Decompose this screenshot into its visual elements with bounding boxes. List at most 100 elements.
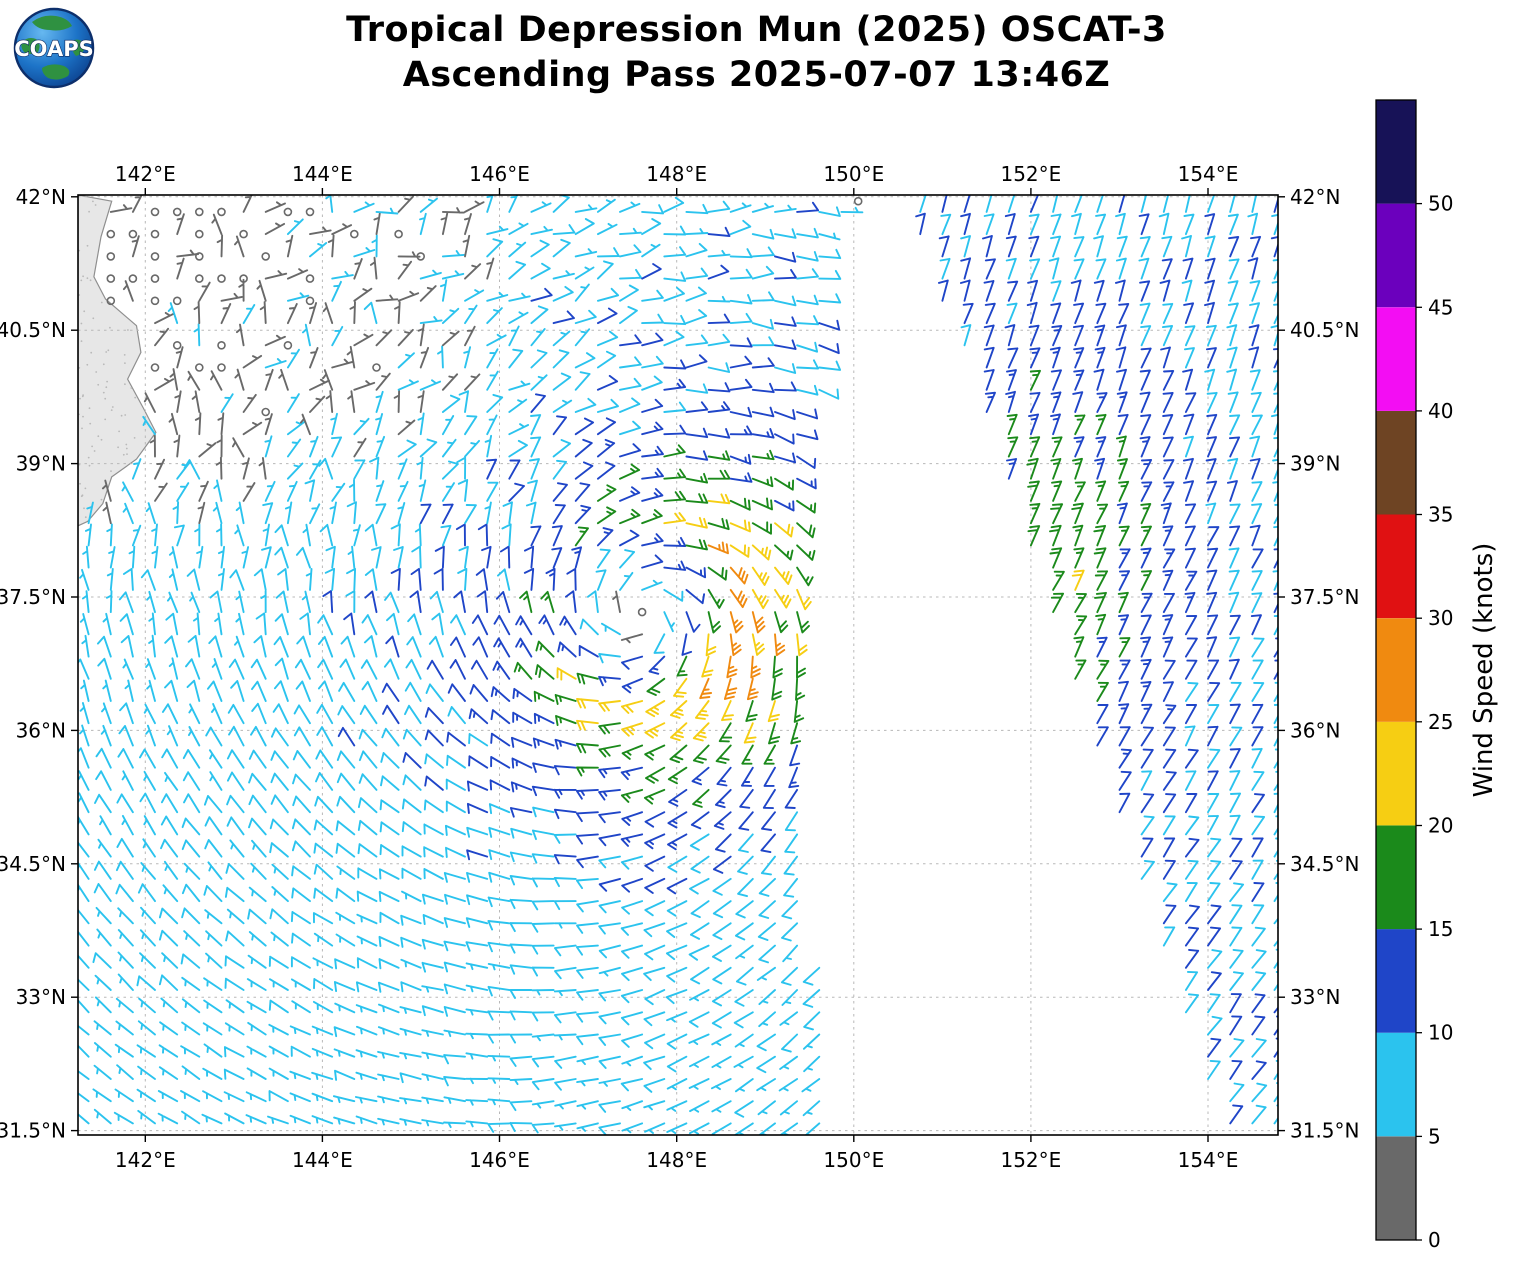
wind-barb xyxy=(161,703,179,725)
wind-barb xyxy=(78,1069,90,1080)
wind-barb xyxy=(487,1077,511,1084)
wind-barb xyxy=(355,1071,378,1080)
wind-barb xyxy=(93,860,112,880)
wind-barb xyxy=(553,1122,577,1131)
wind-barb xyxy=(95,770,112,791)
wind-barb xyxy=(242,393,257,413)
wind-barb xyxy=(212,501,223,525)
wind-barb xyxy=(142,415,156,436)
wind-barb xyxy=(204,909,223,925)
wind-barb xyxy=(666,1100,688,1112)
wind-barb xyxy=(790,722,802,745)
wind-barb xyxy=(162,884,179,903)
wind-barb xyxy=(579,618,599,636)
wind-barb xyxy=(337,705,356,725)
wind-barb xyxy=(621,1055,644,1067)
wind-barb xyxy=(331,325,344,347)
wind-barb xyxy=(487,1098,511,1106)
wind-barb xyxy=(209,771,223,791)
wind-barb xyxy=(763,766,776,787)
wind-barb xyxy=(466,802,489,814)
wind-barb xyxy=(419,346,430,369)
wind-barb xyxy=(486,257,495,280)
wind-barb xyxy=(751,521,772,535)
wind-barb xyxy=(1251,1015,1266,1036)
wind-barb xyxy=(92,1088,112,1103)
wind-barb xyxy=(264,435,273,458)
wind-barb xyxy=(380,752,400,769)
wind-barb xyxy=(209,590,223,614)
wind-barb xyxy=(268,978,289,991)
wind-barb xyxy=(399,1027,422,1036)
wind-barb xyxy=(1140,481,1153,502)
wind-barb xyxy=(286,438,302,458)
wind-barb xyxy=(78,1024,90,1036)
calm-circle xyxy=(305,274,315,283)
wind-barb xyxy=(551,525,563,547)
wind-barb xyxy=(164,635,179,658)
wind-barb xyxy=(95,906,112,925)
wind-barb xyxy=(224,977,245,991)
wind-barb xyxy=(1251,815,1266,836)
wind-barb xyxy=(576,922,599,934)
wind-barb xyxy=(225,863,245,880)
wind-barb xyxy=(137,1109,156,1125)
wind-barb xyxy=(215,523,223,547)
wind-barb xyxy=(183,930,201,947)
wind-barb xyxy=(1206,391,1218,413)
wind-barb xyxy=(729,425,753,436)
wind-barb xyxy=(774,228,797,239)
wind-barb xyxy=(1204,235,1216,258)
wind-barb xyxy=(1273,815,1278,836)
wind-barb xyxy=(530,374,548,391)
wind-barb xyxy=(576,1033,599,1046)
wind-barb xyxy=(508,325,520,347)
wind-barb xyxy=(818,248,842,260)
wind-barb xyxy=(1007,436,1019,458)
wind-barb xyxy=(598,877,621,892)
wind-barb xyxy=(587,590,599,614)
wind-barb xyxy=(596,461,616,480)
wind-barb xyxy=(477,523,489,547)
wind-barb xyxy=(117,973,134,991)
wind-barb xyxy=(621,811,644,826)
wind-barb xyxy=(465,941,489,952)
calm-circle xyxy=(372,363,381,372)
colorbar-border xyxy=(1375,99,1417,1241)
wind-barb xyxy=(390,523,401,547)
wind-barb xyxy=(1162,636,1174,658)
wind-barb xyxy=(333,981,356,993)
wind-barb xyxy=(115,883,134,903)
wind-barb xyxy=(446,754,466,769)
wind-barb xyxy=(760,855,776,876)
wind-barb xyxy=(1273,592,1278,614)
wind-barb xyxy=(1073,636,1085,658)
wind-barb xyxy=(417,323,425,347)
wind-barb xyxy=(290,956,311,969)
wind-barb xyxy=(173,434,181,458)
wind-barb xyxy=(231,437,245,458)
wind-barb xyxy=(692,744,710,764)
wind-barb xyxy=(315,772,334,791)
wind-barb xyxy=(796,566,814,587)
wind-barb xyxy=(685,354,708,369)
colorbar-tick-label: 50 xyxy=(1428,192,1453,216)
wind-barb xyxy=(735,966,754,986)
wind-barb xyxy=(796,408,819,420)
wind-barb xyxy=(1184,926,1200,947)
wind-barb xyxy=(322,302,334,325)
wind-barb xyxy=(401,798,422,814)
wind-barb xyxy=(1050,592,1065,614)
wind-barb xyxy=(202,1090,223,1103)
wind-barb xyxy=(1140,636,1152,658)
wind-barb xyxy=(285,234,294,258)
wind-barb xyxy=(1162,195,1170,213)
wind-barb xyxy=(137,1020,156,1036)
wind-barb xyxy=(78,908,90,925)
wind-barb xyxy=(245,1091,267,1103)
wind-barb xyxy=(1184,770,1197,791)
wind-barb xyxy=(1251,570,1263,591)
wind-barb xyxy=(338,681,356,702)
wind-barb xyxy=(371,234,378,258)
wind-barb xyxy=(751,202,774,213)
